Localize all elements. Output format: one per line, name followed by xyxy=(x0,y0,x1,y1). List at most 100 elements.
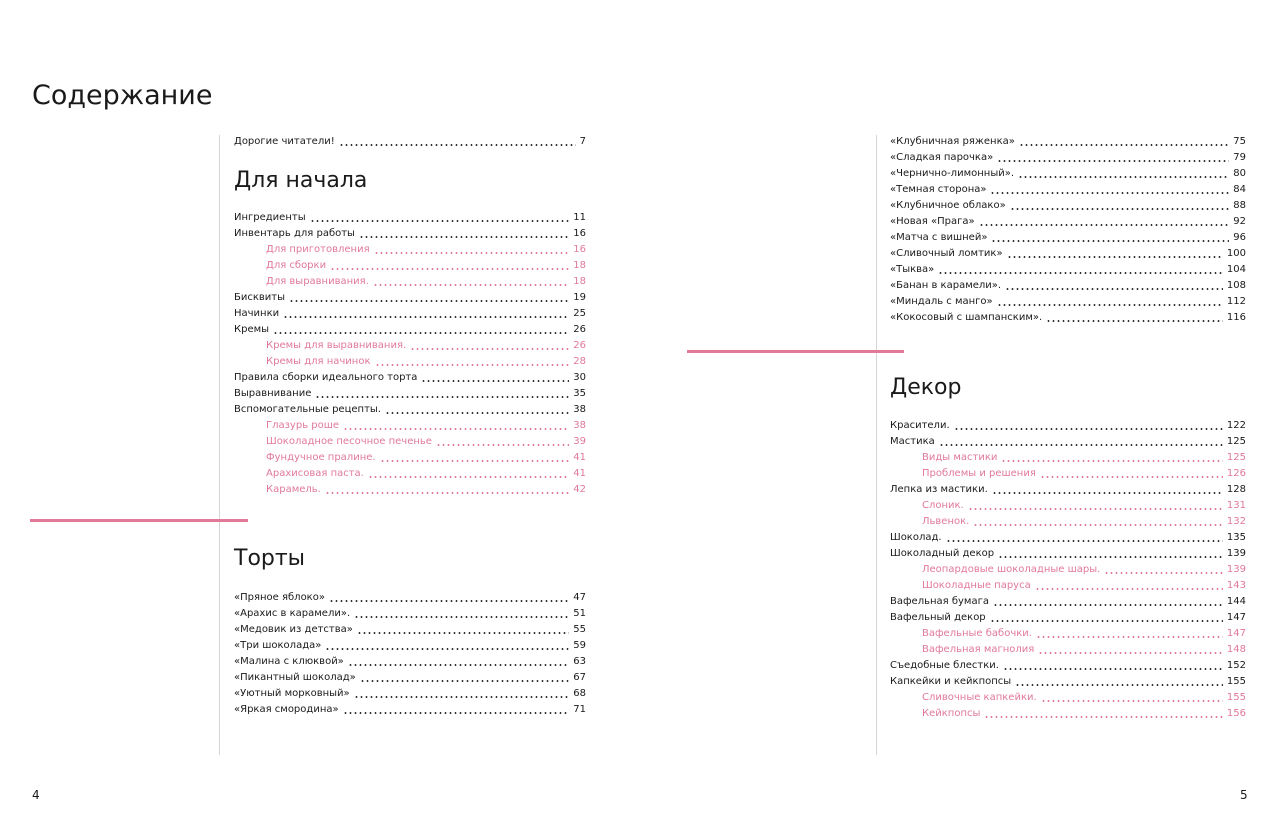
entry-page-number: 79 xyxy=(1233,152,1246,163)
entry-page-number: 122 xyxy=(1226,420,1246,431)
entry-page-number: 96 xyxy=(1233,232,1246,243)
toc-entry[interactable]: «Арахис в карамели». 51 xyxy=(234,606,586,622)
toc-entry[interactable]: Вафельная бумага 144 xyxy=(890,594,1246,610)
dot-leader xyxy=(996,304,1223,306)
toc-entry[interactable]: Мастика 125 xyxy=(890,434,1246,450)
entry-page-number: 84 xyxy=(1233,184,1246,195)
toc-entry[interactable]: «Яркая смородина» 71 xyxy=(234,702,586,718)
toc-entry[interactable]: «Клубничная ряженка» 75 xyxy=(890,134,1246,150)
toc-entry[interactable]: Капкейки и кейкпопсы 155 xyxy=(890,674,1246,690)
entry-page-number: 18 xyxy=(573,276,586,287)
toc-entry[interactable]: Съедобные блестки. 152 xyxy=(890,658,1246,674)
entry-page-number: 19 xyxy=(573,292,586,303)
toc-subentry[interactable]: Виды мастики 125 xyxy=(890,450,1246,466)
entry-page-number: 16 xyxy=(573,228,586,239)
entry-page-number: 148 xyxy=(1226,644,1246,655)
toc-entry[interactable]: Дорогие читатели! 7 xyxy=(234,134,586,150)
entry-page-number: 55 xyxy=(573,624,586,635)
entry-title: Шоколад. xyxy=(890,532,942,543)
entry-page-number: 155 xyxy=(1226,692,1246,703)
toc-subentry[interactable]: Проблемы и решения 126 xyxy=(890,466,1246,482)
toc-subentry[interactable]: Для приготовления 16 xyxy=(234,242,586,258)
entry-title: «Миндаль с манго» xyxy=(890,296,993,307)
toc-entry[interactable]: Красители. 122 xyxy=(890,418,1246,434)
toc-entry[interactable]: Ингредиенты 11 xyxy=(234,210,586,226)
toc-subentry[interactable]: Глазурь роше 38 xyxy=(234,418,586,434)
entry-title: Для выравнивания. xyxy=(266,276,369,287)
toc-entry[interactable]: Инвентарь для работы 16 xyxy=(234,226,586,242)
toc-entry[interactable]: Кремы 26 xyxy=(234,322,586,338)
toc-entry[interactable]: «Малина с клюквой» 63 xyxy=(234,654,586,670)
dot-leader xyxy=(347,664,570,666)
toc-entry[interactable]: Шоколад. 135 xyxy=(890,530,1246,546)
toc-subentry[interactable]: Вафельные бабочки. 147 xyxy=(890,626,1246,642)
toc-entry[interactable]: «Чернично-лимонный». 80 xyxy=(890,166,1246,182)
entry-page-number: 144 xyxy=(1226,596,1246,607)
entry-title: Слоник. xyxy=(922,500,964,511)
toc-entry[interactable]: «Миндаль с манго» 112 xyxy=(890,294,1246,310)
toc-subentry[interactable]: Шоколадное песочное печенье 39 xyxy=(234,434,586,450)
toc-entry[interactable]: Вафельный декор 147 xyxy=(890,610,1246,626)
toc-entry[interactable]: «Пряное яблоко» 47 xyxy=(234,590,586,606)
section-heading-decor: Декор xyxy=(890,375,962,400)
toc-entry[interactable]: «Сладкая парочка» 79 xyxy=(890,150,1246,166)
dot-leader xyxy=(1018,176,1230,178)
toc-subentry[interactable]: Сливочные капкейки. 155 xyxy=(890,690,1246,706)
entry-title: Кремы xyxy=(234,324,270,335)
toc-entry[interactable]: «Банан в карамели». 108 xyxy=(890,278,1246,294)
toc-entry[interactable]: Правила сборки идеального торта 30 xyxy=(234,370,586,386)
toc-subentry[interactable]: Шоколадные паруса 143 xyxy=(890,578,1246,594)
dot-leader xyxy=(998,556,1223,558)
toc-entry[interactable]: «Кокосовый с шампанским». 116 xyxy=(890,310,1246,326)
toc-subentry[interactable]: Арахисовая паста. 41 xyxy=(234,466,586,482)
toc-entry[interactable]: Вспомогательные рецепты. 38 xyxy=(234,402,586,418)
toc-subentry[interactable]: Карамель. 42 xyxy=(234,482,586,498)
dot-leader xyxy=(1005,288,1223,290)
dot-leader xyxy=(358,236,570,238)
entry-title: «Новая «Прага» xyxy=(890,216,975,227)
dot-leader xyxy=(992,604,1223,606)
toc-entry[interactable]: Шоколадный декор 139 xyxy=(890,546,1246,562)
toc-entry[interactable]: «Уютный морковный» 68 xyxy=(234,686,586,702)
entry-title: Выравнивание xyxy=(234,388,312,399)
toc-subentry[interactable]: Для выравнивания. 18 xyxy=(234,274,586,290)
entry-title: «Пряное яблоко» xyxy=(234,592,325,603)
toc-entry[interactable]: Начинки 25 xyxy=(234,306,586,322)
toc-subentry[interactable]: Леопардовые шоколадные шары. 139 xyxy=(890,562,1246,578)
toc-entry[interactable]: Выравнивание 35 xyxy=(234,386,586,402)
toc-entry[interactable]: «Новая «Прага» 92 xyxy=(890,214,1246,230)
toc-entry[interactable]: «Три шоколада» 59 xyxy=(234,638,586,654)
toc-subentry[interactable]: Кремы для выравнивания. 26 xyxy=(234,338,586,354)
toc-entry[interactable]: «Матча с вишней» 96 xyxy=(890,230,1246,246)
entry-title: Правила сборки идеального торта xyxy=(234,372,418,383)
toc-entry[interactable]: Бисквиты 19 xyxy=(234,290,586,306)
dot-leader xyxy=(372,284,570,286)
dot-leader xyxy=(273,332,570,334)
entry-page-number: 112 xyxy=(1226,296,1246,307)
toc-subentry[interactable]: Для сборки 18 xyxy=(234,258,586,274)
entry-title: Вафельная магнолия xyxy=(922,644,1035,655)
dot-leader xyxy=(1039,476,1223,478)
toc-entry[interactable]: «Темная сторона» 84 xyxy=(890,182,1246,198)
toc-entry[interactable]: Лепка из мастики. 128 xyxy=(890,482,1246,498)
entry-page-number: 7 xyxy=(579,136,586,147)
toc-subentry[interactable]: Кремы для начинок 28 xyxy=(234,354,586,370)
entry-title: Красители. xyxy=(890,420,950,431)
section-heading-cakes: Торты xyxy=(234,546,306,571)
toc-subentry[interactable]: Слоник. 131 xyxy=(890,498,1246,514)
entry-title: «Три шоколада» xyxy=(234,640,322,651)
toc-subentry[interactable]: Вафельная магнолия 148 xyxy=(890,642,1246,658)
dot-leader xyxy=(1001,460,1223,462)
toc-subentry[interactable]: Львенок. 132 xyxy=(890,514,1246,530)
toc-entry[interactable]: «Клубничное облако» 88 xyxy=(890,198,1246,214)
dot-leader xyxy=(984,716,1223,718)
toc-entry[interactable]: «Тыква» 104 xyxy=(890,262,1246,278)
dot-leader xyxy=(343,428,570,430)
toc-subentry[interactable]: Кейкпопсы 156 xyxy=(890,706,1246,722)
toc-entry[interactable]: «Сливочный ломтик» 100 xyxy=(890,246,1246,262)
toc-entry[interactable]: «Пикантный шоколад» 67 xyxy=(234,670,586,686)
entry-page-number: 116 xyxy=(1226,312,1246,323)
toc-subentry[interactable]: Фундучное пралине. 41 xyxy=(234,450,586,466)
toc-entry[interactable]: «Медовик из детства» 55 xyxy=(234,622,586,638)
entry-page-number: 92 xyxy=(1233,216,1246,227)
